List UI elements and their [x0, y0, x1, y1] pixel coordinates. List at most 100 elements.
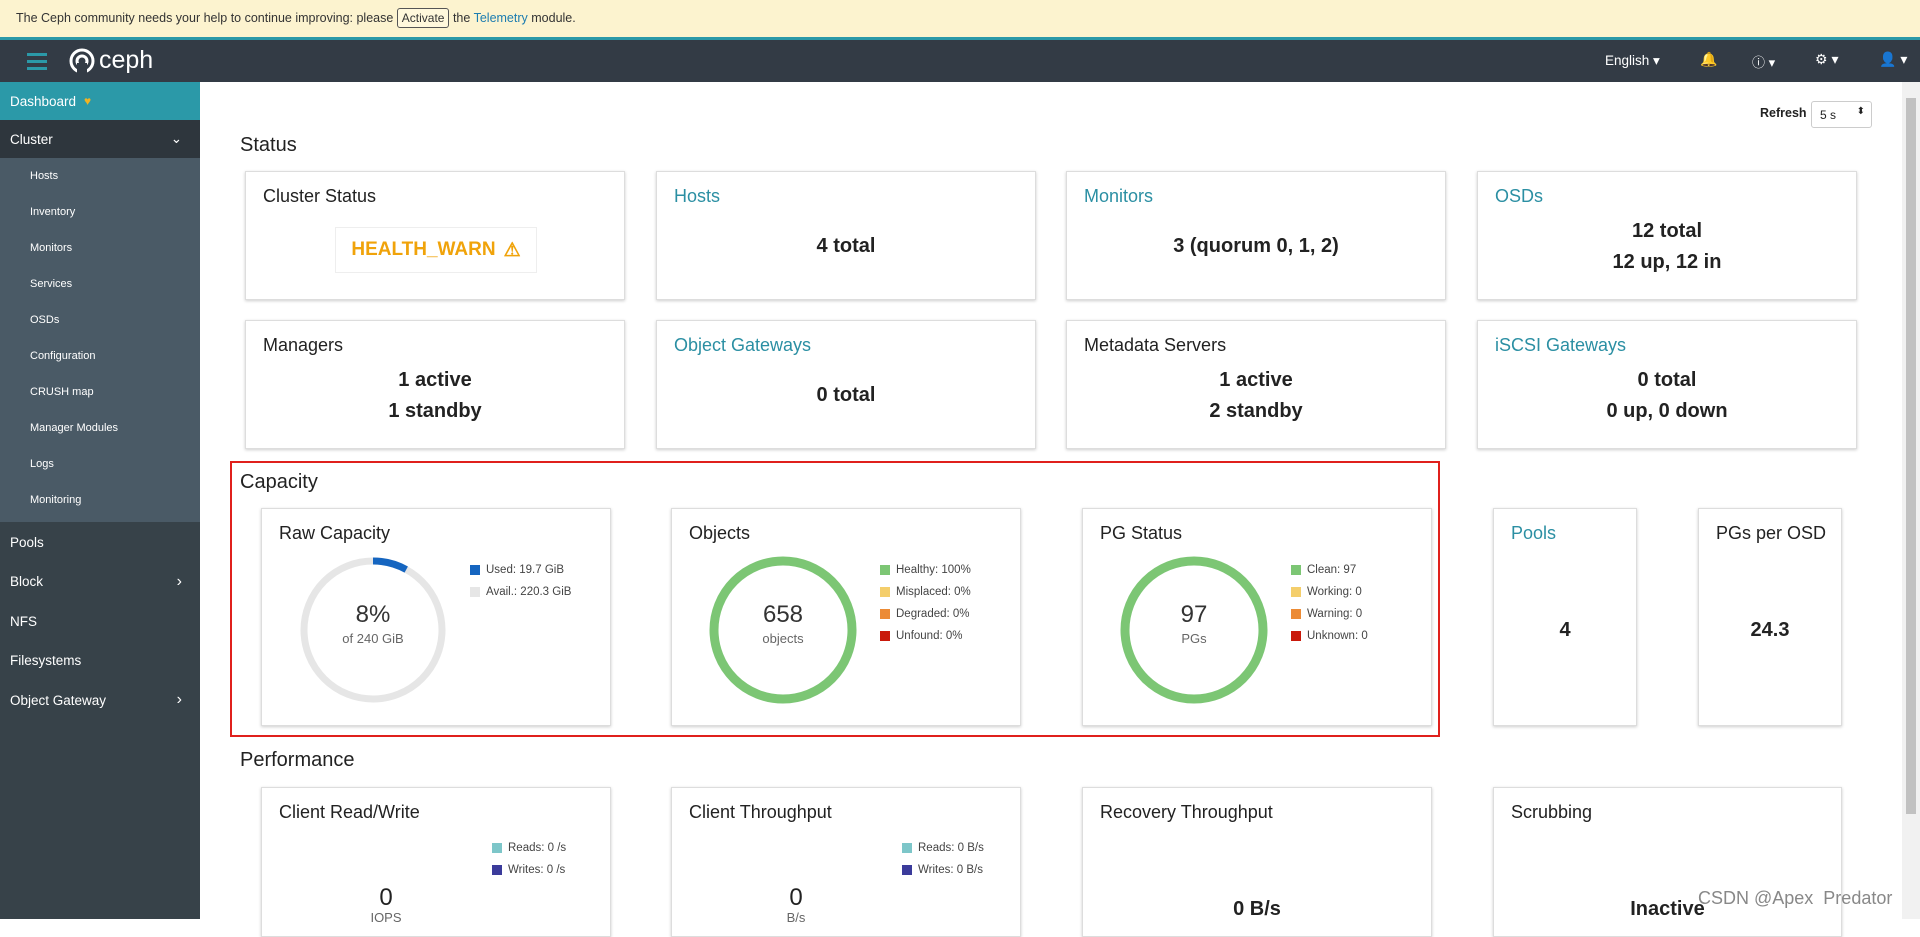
legend-item: Degraded: 0% [880, 608, 970, 620]
nav-subitem[interactable]: Hosts [0, 158, 200, 194]
nav-subitem[interactable]: Configuration [0, 338, 200, 374]
chart-sub: B/s [786, 910, 806, 925]
card-value: 0 up, 0 down [1606, 400, 1728, 422]
nav-item[interactable]: Filesystems [0, 641, 200, 681]
nav-item[interactable]: Pools [0, 522, 200, 562]
status-card: iSCSI Gateways 0 total 0 up, 0 down [1477, 320, 1857, 449]
nav-subitem[interactable]: CRUSH map [0, 374, 200, 410]
accent-strip [0, 37, 1920, 40]
chevron: › [176, 572, 182, 590]
refresh-value: 5 s [1820, 108, 1837, 122]
capacity-card: PGs per OSD 24.3 [1698, 508, 1842, 726]
donut-chart: 97 PGs [1120, 556, 1268, 704]
donut-arc [372, 557, 408, 573]
nav-subitem[interactable]: Logs [0, 446, 200, 482]
nav-label: CRUSH map [30, 386, 94, 398]
performance-card: Client Read/Write Reads: 0 /s Writes: 0 /s… [261, 787, 611, 937]
legend-swatch [470, 565, 480, 575]
nav-label: Inventory [30, 206, 76, 218]
legend-label: Unfound: 0% [896, 630, 963, 642]
help-menu[interactable]: ⓘ ▾ [1752, 55, 1776, 70]
brand[interactable]: ceph [99, 46, 154, 74]
donut-chart: 658 objects [709, 556, 857, 704]
card-value: 3 (quorum 0, 1, 2) [1173, 235, 1339, 257]
donut-sub: of 240 GiB [342, 631, 403, 646]
donut-center: 658 [763, 601, 803, 628]
nav-label: Manager Modules [30, 422, 119, 434]
card-title[interactable]: Object Gateways [674, 335, 812, 355]
nav-label: Block [10, 574, 44, 589]
nav-label: Monitors [30, 242, 73, 254]
status-card: Cluster Status HEALTH_WARN ⚠ [245, 171, 625, 300]
section-title: Performance [240, 749, 355, 771]
card-value: 0 B/s [1233, 898, 1281, 920]
legend-label: Reads: 0 /s [508, 842, 567, 854]
card-value: 24.3 [1750, 619, 1790, 641]
section-title: Status [240, 134, 297, 156]
legend-label: Clean: 97 [1307, 564, 1357, 576]
nav-item[interactable]: Block › [0, 562, 200, 602]
nav-label: Monitoring [30, 494, 82, 506]
legend-swatch [492, 865, 502, 875]
capacity-card: PG Status 97 PGs Clean: 97 Working: 0 Warning… [1082, 508, 1432, 726]
sidebar: Dashboard ♥ Cluster ⌄ Hosts Inventory Monitors… [0, 82, 200, 919]
card-value: 4 [1559, 619, 1571, 641]
card-title[interactable]: Pools [1511, 523, 1557, 543]
nav-subitem[interactable]: OSDs [0, 302, 200, 338]
legend-swatch [1291, 587, 1301, 597]
language-select[interactable]: English ▾ [1605, 53, 1660, 68]
legend-item: Avail.: 220.3 GiB [470, 586, 571, 598]
nav-label: Dashboard [10, 93, 77, 109]
legend-swatch [880, 565, 890, 575]
legend-label: Writes: 0 /s [508, 864, 566, 876]
user-menu[interactable]: 👤 ▾ [1879, 51, 1908, 67]
language: English [1605, 53, 1650, 68]
refresh-select[interactable]: 5 s ⬍ [1811, 101, 1872, 128]
card-title[interactable]: OSDs [1495, 186, 1544, 206]
legend-item: Healthy: 100% [880, 564, 971, 576]
card-title: Raw Capacity [279, 523, 391, 543]
performance-card: Client Throughput Reads: 0 B/s Writes: 0 B… [671, 787, 1021, 937]
card-value: 4 total [816, 235, 876, 257]
card-title: Scrubbing [1511, 802, 1593, 822]
nav-subitem[interactable]: Services [0, 266, 200, 302]
legend-swatch [880, 587, 890, 597]
settings-menu[interactable]: ⚙ ▾ [1815, 51, 1839, 67]
activate-button[interactable]: Activate [396, 8, 450, 28]
donut-sub: PGs [1181, 631, 1207, 646]
legend-swatch [470, 587, 480, 597]
nav-subitem[interactable]: Monitoring [0, 482, 200, 518]
legend-label: Writes: 0 B/s [918, 864, 983, 876]
submenu-bg [0, 158, 200, 522]
menu-toggle[interactable] [27, 51, 49, 71]
nav-cluster[interactable]: Cluster ⌄ [0, 120, 200, 158]
status-card: Metadata Servers 1 active 2 standby [1066, 320, 1446, 449]
card-title: Client Read/Write [279, 802, 420, 822]
nav-item[interactable]: NFS [0, 601, 200, 641]
nav-subitem[interactable]: Manager Modules [0, 410, 200, 446]
donut-sub: objects [762, 631, 804, 646]
scrollbar[interactable] [1902, 82, 1920, 919]
card-title[interactable]: Hosts [674, 186, 721, 206]
card-title[interactable]: Monitors [1084, 186, 1154, 206]
notifications[interactable]: 🔔 [1700, 51, 1718, 67]
watermark: CSDN @Apex Predator [1698, 888, 1893, 908]
legend-item: Clean: 97 [1291, 564, 1356, 576]
nav-subitem[interactable]: Monitors [0, 230, 200, 266]
chevron: › [176, 691, 182, 708]
performance-card: Recovery Throughput 0 B/s [1082, 787, 1432, 937]
capacity-card: Raw Capacity 8% of 240 GiB Used: 19.7 GiB Av… [261, 508, 611, 726]
nav-subitem[interactable]: Inventory [0, 194, 200, 230]
health-status: HEALTH_WARN [351, 239, 496, 260]
telemetry-banner: The Ceph community needs your help to co… [0, 0, 1920, 37]
banner-text: the [452, 11, 471, 25]
nav-label: Services [30, 278, 73, 290]
nav-dashboard[interactable]: Dashboard ♥ [0, 82, 200, 120]
status-card: OSDs 12 total 12 up, 12 in [1477, 171, 1857, 300]
nav-item[interactable]: Object Gateway › [0, 680, 200, 720]
legend-swatch [902, 865, 912, 875]
card-title[interactable]: iSCSI Gateways [1495, 335, 1627, 355]
telemetry-link[interactable]: Telemetry [473, 11, 528, 25]
section-title: Capacity [240, 471, 318, 493]
